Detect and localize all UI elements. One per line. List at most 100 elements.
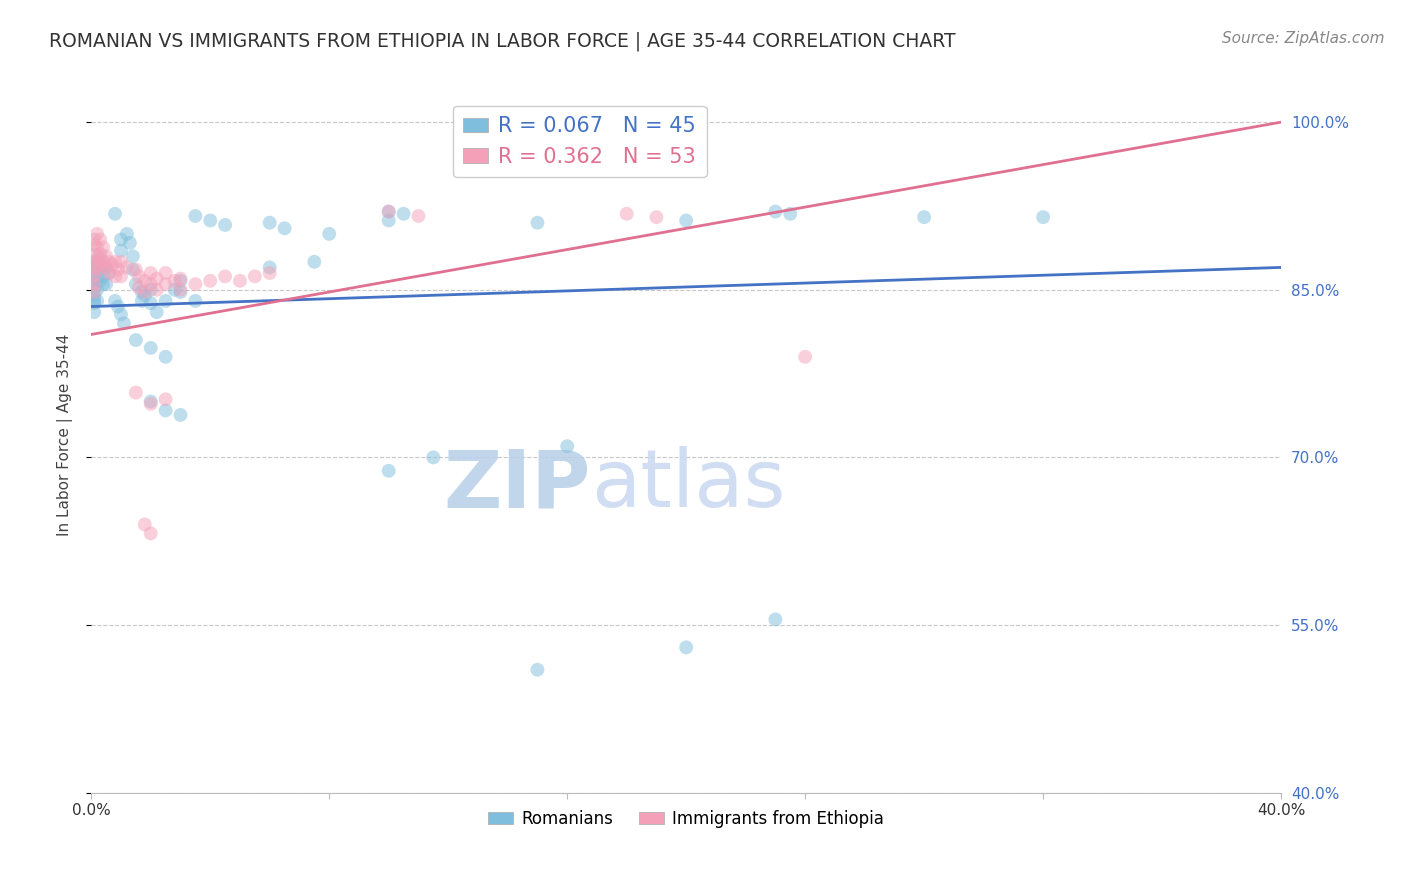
Point — [91, 277, 114, 292]
Point — [125, 262, 148, 277]
Point — [91, 255, 114, 269]
Point — [139, 341, 162, 355]
Point — [163, 274, 186, 288]
Point — [115, 260, 138, 275]
Point — [125, 385, 148, 400]
Point — [377, 204, 399, 219]
Point — [169, 274, 191, 288]
Point — [145, 283, 167, 297]
Point — [779, 207, 801, 221]
Point — [184, 293, 207, 308]
Point — [131, 285, 153, 299]
Point — [259, 266, 281, 280]
Point — [83, 280, 105, 294]
Point — [155, 293, 177, 308]
Point — [86, 252, 108, 266]
Point — [134, 288, 156, 302]
Legend: Romanians, Immigrants from Ethiopia: Romanians, Immigrants from Ethiopia — [482, 803, 890, 834]
Point — [86, 262, 108, 277]
Point — [89, 252, 111, 266]
Point — [243, 269, 266, 284]
Point — [200, 274, 222, 288]
Point — [169, 271, 191, 285]
Point — [101, 258, 124, 272]
Point — [377, 204, 399, 219]
Point — [139, 283, 162, 297]
Point — [1032, 210, 1054, 224]
Point — [125, 333, 148, 347]
Point — [83, 274, 105, 288]
Point — [107, 262, 129, 277]
Point — [134, 274, 156, 288]
Point — [763, 204, 786, 219]
Point — [145, 305, 167, 319]
Point — [616, 207, 638, 221]
Point — [122, 249, 145, 263]
Point — [184, 277, 207, 292]
Point — [110, 269, 132, 284]
Point — [526, 663, 548, 677]
Point — [214, 218, 236, 232]
Point — [83, 293, 105, 308]
Point — [83, 296, 105, 310]
Point — [86, 227, 108, 241]
Point — [794, 350, 817, 364]
Point — [83, 247, 105, 261]
Point — [155, 266, 177, 280]
Point — [94, 249, 117, 263]
Point — [83, 285, 105, 299]
Point — [94, 260, 117, 275]
Point — [89, 247, 111, 261]
Point — [555, 439, 578, 453]
Point — [83, 238, 105, 252]
Point — [169, 285, 191, 299]
Point — [408, 209, 430, 223]
Point — [110, 244, 132, 258]
Point — [273, 221, 295, 235]
Point — [675, 640, 697, 655]
Point — [110, 255, 132, 269]
Point — [259, 260, 281, 275]
Point — [89, 262, 111, 277]
Text: Source: ZipAtlas.com: Source: ZipAtlas.com — [1222, 31, 1385, 46]
Point — [94, 260, 117, 275]
Point — [377, 464, 399, 478]
Point — [155, 350, 177, 364]
Point — [89, 274, 111, 288]
Point — [134, 517, 156, 532]
Point — [645, 210, 668, 224]
Point — [318, 227, 340, 241]
Point — [83, 255, 105, 269]
Point — [184, 209, 207, 223]
Point — [128, 269, 150, 284]
Point — [83, 269, 105, 284]
Point — [104, 207, 127, 221]
Point — [83, 260, 105, 275]
Point — [169, 408, 191, 422]
Point — [89, 232, 111, 246]
Point — [163, 283, 186, 297]
Point — [763, 612, 786, 626]
Point — [86, 271, 108, 285]
Point — [83, 232, 105, 246]
Point — [169, 283, 191, 297]
Point — [122, 262, 145, 277]
Point — [83, 260, 105, 275]
Point — [139, 394, 162, 409]
Point — [139, 526, 162, 541]
Point — [155, 277, 177, 292]
Point — [145, 271, 167, 285]
Point — [155, 403, 177, 417]
Point — [259, 216, 281, 230]
Point — [128, 280, 150, 294]
Point — [139, 277, 162, 292]
Point — [89, 258, 111, 272]
Point — [912, 210, 935, 224]
Point — [98, 255, 121, 269]
Point — [98, 266, 121, 280]
Text: ZIP: ZIP — [444, 446, 591, 524]
Point — [125, 277, 148, 292]
Point — [118, 235, 141, 250]
Point — [86, 283, 108, 297]
Point — [91, 240, 114, 254]
